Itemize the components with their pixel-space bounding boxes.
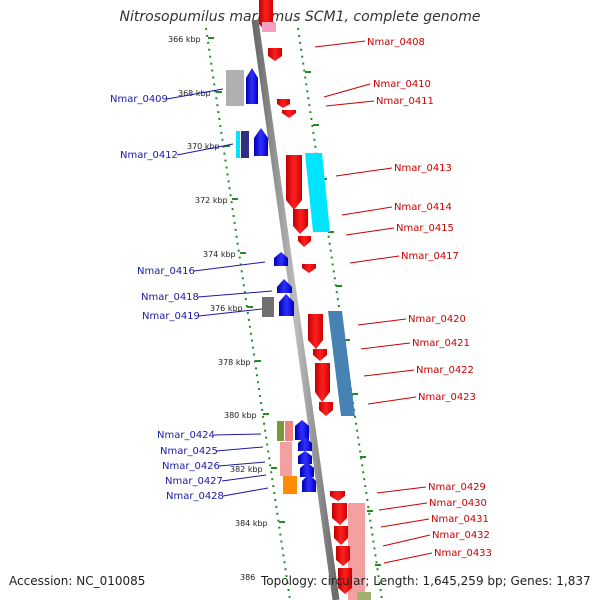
gene-arrow [277,279,292,293]
gene-block [285,421,293,441]
gene-arrow [315,363,330,402]
gene-arrow [336,546,350,566]
kbp-label: 370 kbp [187,142,220,151]
gene-arrow [254,128,268,156]
gene-arrow [334,526,348,545]
gene-block [283,476,297,494]
gene-arrow [319,402,333,416]
gene-arrow [330,491,345,501]
gene-label-nmar-0431: Nmar_0431 [431,514,489,525]
gene-arrow [308,314,323,349]
gene-label-nmar-0423: Nmar_0423 [418,392,476,403]
gene-block [262,22,276,32]
left-leader-lines [166,88,273,497]
gene-label-nmar-0410: Nmar_0410 [373,79,431,90]
gene-arrow [298,451,312,464]
kbp-label: 386 [240,573,255,582]
gene-label-nmar-0433: Nmar_0433 [434,548,492,559]
gene-arrow [298,437,312,451]
reverse-strand-genes [226,68,316,494]
kbp-labels: 366 kbp 368 kbp 370 kbp 372 kbp 374 kbp … [168,35,268,582]
gene-arrow [305,153,330,232]
gene-arrow [302,264,316,273]
gene-block [241,131,249,158]
gene-block [280,442,292,476]
kbp-label: 372 kbp [195,196,228,205]
gene-arrow [328,311,355,416]
gene-label-nmar-0414: Nmar_0414 [394,202,452,213]
gene-arrow [274,252,288,266]
gene-block [236,131,240,158]
genome-summary-text: Topology: circular; Length: 1,645,259 bp… [261,574,591,588]
gene-arrow [293,209,308,234]
gene-arrow [295,420,309,440]
kbp-label: 380 kbp [224,411,257,420]
gene-label-nmar-0412: Nmar_0412 [120,150,178,161]
gene-label-nmar-0427: Nmar_0427 [165,476,223,487]
gene-block [348,503,365,600]
gene-label-nmar-0430: Nmar_0430 [429,498,487,509]
gene-label-nmar-0421: Nmar_0421 [412,338,470,349]
gene-arrow [246,68,258,104]
gene-block [357,592,371,600]
kbp-label: 378 kbp [218,358,251,367]
kbp-label: 374 kbp [203,250,236,259]
tick-dashes [208,37,381,566]
right-gene-labels: Nmar_0408 Nmar_0410 Nmar_0411 Nmar_0413 … [367,37,492,559]
gene-arrow [332,503,347,525]
kbp-label: 368 kbp [178,89,211,98]
gene-arrow [338,568,352,594]
gene-label-nmar-0432: Nmar_0432 [432,530,490,541]
gene-arrow [277,99,290,108]
gene-label-nmar-0422: Nmar_0422 [416,365,474,376]
kbp-label: 384 kbp [235,519,268,528]
gene-label-nmar-0429: Nmar_0429 [428,482,486,493]
left-gene-labels: Nmar_0409 Nmar_0412 Nmar_0416 Nmar_0418 … [110,94,224,502]
kbp-label: 376 kbp [210,304,243,313]
gene-label-nmar-0426: Nmar_0426 [162,461,220,472]
map-title: Nitrosopumilus maritimus SCM1, complete … [119,9,481,25]
gene-label-nmar-0415: Nmar_0415 [396,223,454,234]
genome-backbone [251,19,340,600]
gene-block [277,421,284,441]
gene-label-nmar-0424: Nmar_0424 [157,430,215,441]
right-leader-lines [314,40,433,564]
gene-arrow [268,48,282,61]
gene-label-nmar-0425: Nmar_0425 [160,446,218,457]
gene-label-nmar-0411: Nmar_0411 [376,96,434,107]
gene-label-nmar-0409: Nmar_0409 [110,94,168,105]
gene-arrow [282,110,296,118]
gene-label-nmar-0413: Nmar_0413 [394,163,452,174]
gene-label-nmar-0417: Nmar_0417 [401,251,459,262]
gene-label-nmar-0419: Nmar_0419 [142,311,200,322]
gene-label-nmar-0420: Nmar_0420 [408,314,466,325]
gene-label-nmar-0408: Nmar_0408 [367,37,425,48]
accession-text: Accession: NC_010085 [9,574,146,588]
forward-strand-genes [259,0,371,600]
gene-label-nmar-0428: Nmar_0428 [166,491,224,502]
kbp-label: 382 kbp [230,465,263,474]
gene-arrow [302,474,316,492]
gene-arrow [279,294,294,316]
gene-label-nmar-0418: Nmar_0418 [141,292,199,303]
gene-block [262,297,274,317]
gene-block [226,70,244,106]
gene-arrow [286,155,302,210]
kbp-label: 366 kbp [168,35,201,44]
gene-label-nmar-0416: Nmar_0416 [137,266,195,277]
gene-arrow [298,236,311,247]
gene-arrow [300,462,314,477]
gene-arrow [313,349,327,361]
